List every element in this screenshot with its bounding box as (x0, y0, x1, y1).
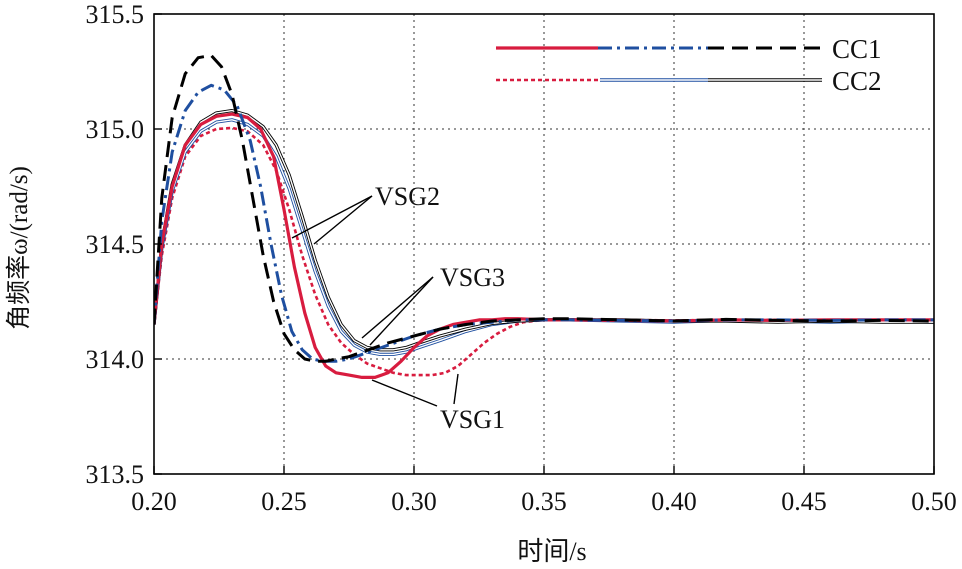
y-axis-label: 角频率ω/(rad/s) (5, 166, 33, 330)
series-line-vsg3-cc1 (154, 53, 934, 363)
y-tick-label: 313.5 (86, 460, 145, 489)
y-tick-label: 314.0 (86, 345, 145, 374)
annotation-vsg1-pointer-b (453, 373, 459, 405)
annotation-vsg3: VSG3 (440, 263, 505, 292)
y-tick-label: 315.0 (86, 115, 145, 144)
x-tick-label: 0.40 (651, 487, 697, 516)
annotation-vsg3-pointer-b (369, 276, 434, 346)
annotations: VSG2 VSG3 VSG1 (291, 182, 505, 434)
legend: CC1 CC2 (496, 34, 882, 96)
legend-label-cc2: CC2 (832, 66, 882, 96)
legend-label-cc1: CC1 (832, 34, 882, 64)
x-tick-label: 0.25 (261, 487, 307, 516)
x-tick-label: 0.45 (781, 487, 827, 516)
y-tick-label: 315.5 (86, 0, 145, 29)
series-layer (154, 53, 934, 379)
x-tick-label: 0.30 (391, 487, 437, 516)
annotation-vsg2: VSG2 (375, 182, 440, 211)
x-tick-label: 0.20 (131, 487, 177, 516)
x-tick-label: 0.35 (521, 487, 567, 516)
y-tick-label: 314.5 (86, 230, 145, 259)
annotation-vsg2-pointer-b (313, 195, 373, 245)
axis-ticks (153, 13, 935, 475)
annotation-vsg1-pointer-a (371, 379, 438, 407)
annotation-vsg1: VSG1 (440, 405, 505, 434)
annotation-vsg3-pointer-a (361, 276, 434, 339)
x-tick-label: 0.50 (911, 487, 957, 516)
x-axis-label: 时间/s (517, 537, 586, 566)
tick-labels: 0.20 0.25 0.30 0.35 0.40 0.45 0.50 313.5 314.0 31… (86, 0, 957, 516)
series-line-vsg2-cc1 (154, 83, 934, 363)
annotation-vsg2-pointer-a (291, 195, 373, 239)
gridlines (154, 14, 934, 474)
